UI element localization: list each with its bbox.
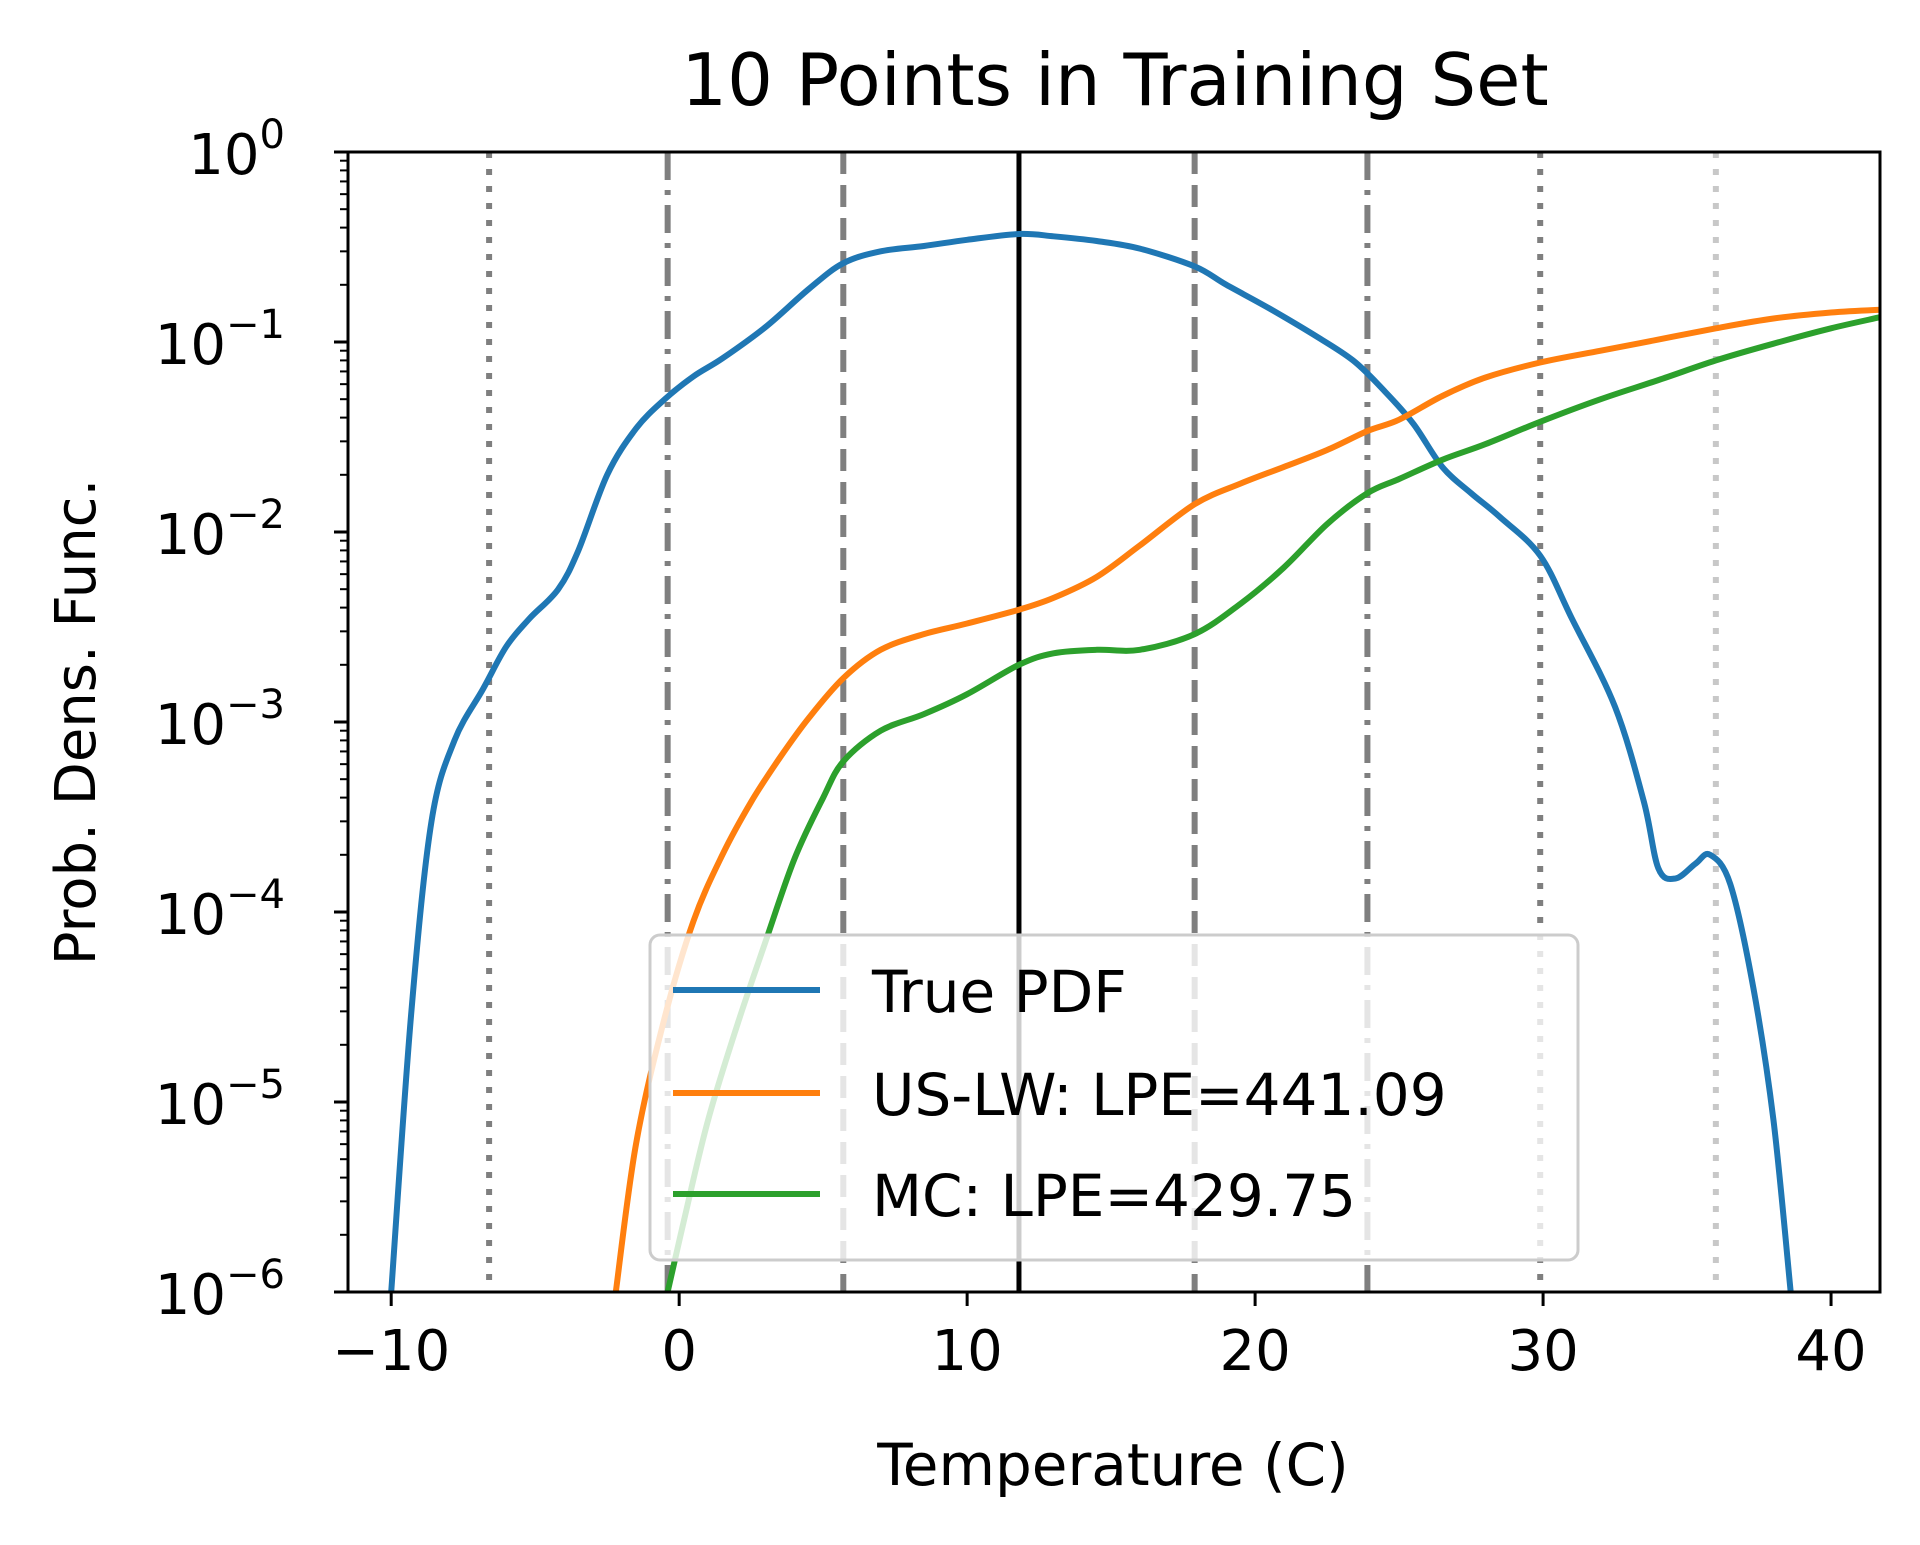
x-tick-label: 20 (1219, 1319, 1290, 1384)
legend-box (648, 933, 1580, 1262)
x-axis-label: Temperature (C) (876, 1431, 1349, 1499)
series-lines (388, 230, 1880, 1292)
y-tick-exponent: −4 (226, 872, 285, 918)
chart-title: 10 Points in Training Set (681, 38, 1548, 122)
y-tick-label: 10−1 (155, 302, 285, 378)
legend-label-mc: MC: LPE=429.75 (872, 1162, 1356, 1230)
x-tick-label: 40 (1795, 1319, 1866, 1384)
y-tick-label: 10−5 (155, 1062, 285, 1138)
x-tick-label: 10 (932, 1319, 1003, 1384)
y-tick-exponent: −5 (226, 1062, 285, 1108)
series-us-lw (612, 306, 1880, 1292)
y-tick-exponent: −1 (226, 302, 285, 348)
x-tick-label: 30 (1507, 1319, 1578, 1384)
y-tick-label: 100 (188, 112, 285, 188)
legend-label-true-pdf: True PDF (871, 958, 1127, 1026)
x-tick-label: −10 (332, 1319, 450, 1384)
series-mc (664, 314, 1880, 1292)
series-true-pdf (388, 230, 1794, 1292)
y-tick-exponent: −2 (226, 492, 285, 538)
x-tick-label: 0 (661, 1319, 697, 1384)
x-axis: −10 0 10 20 30 40 (332, 1292, 1867, 1384)
y-tick-exponent: −6 (226, 1252, 285, 1298)
y-axis-label: Prob. Dens. Func. (44, 479, 109, 966)
y-tick-exponent: −3 (226, 682, 285, 728)
y-tick-exponent: 0 (260, 112, 285, 158)
legend: True PDF US-LW: LPE=441.09 MC: LPE=429.7… (648, 933, 1580, 1262)
legend-label-us-lw: US-LW: LPE=441.09 (872, 1061, 1447, 1129)
